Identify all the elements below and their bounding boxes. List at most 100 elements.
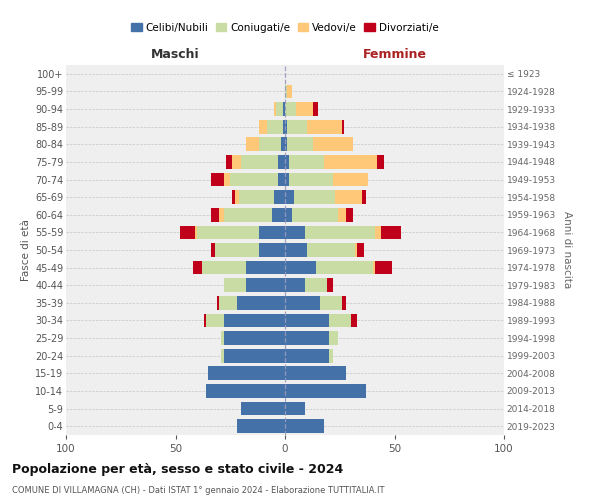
Bar: [382, 226, 401, 239]
Bar: [333, 172, 368, 186]
Bar: [285, 296, 320, 310]
Bar: [230, 172, 278, 186]
Bar: [237, 420, 285, 433]
Bar: [287, 84, 292, 98]
Bar: [305, 226, 375, 239]
Bar: [274, 102, 276, 116]
Bar: [346, 208, 353, 222]
Bar: [285, 278, 305, 292]
Bar: [285, 420, 325, 433]
Bar: [342, 296, 346, 310]
Bar: [245, 278, 285, 292]
Text: COMUNE DI VILLAMAGNA (CH) - Dati ISTAT 1° gennaio 2024 - Elaborazione TUTTITALIA: COMUNE DI VILLAMAGNA (CH) - Dati ISTAT 1…: [12, 486, 385, 495]
Bar: [272, 208, 285, 222]
Bar: [224, 314, 285, 328]
Bar: [226, 155, 232, 169]
Bar: [285, 243, 307, 257]
Bar: [307, 243, 355, 257]
Text: Femmine: Femmine: [362, 48, 427, 62]
Bar: [355, 243, 357, 257]
Bar: [193, 260, 202, 274]
Bar: [325, 155, 377, 169]
Bar: [283, 120, 285, 134]
Bar: [296, 102, 313, 116]
Bar: [268, 120, 283, 134]
Bar: [278, 155, 285, 169]
Bar: [335, 190, 362, 204]
Bar: [326, 278, 333, 292]
Bar: [289, 155, 325, 169]
Bar: [221, 349, 224, 362]
Bar: [350, 314, 357, 328]
Bar: [202, 260, 245, 274]
Bar: [285, 84, 287, 98]
Bar: [206, 314, 224, 328]
Bar: [259, 226, 285, 239]
Bar: [285, 402, 305, 415]
Bar: [285, 260, 316, 274]
Bar: [287, 120, 307, 134]
Bar: [224, 331, 285, 345]
Bar: [375, 226, 382, 239]
Bar: [285, 102, 296, 116]
Bar: [289, 172, 333, 186]
Bar: [285, 190, 294, 204]
Bar: [285, 138, 287, 151]
Bar: [215, 243, 259, 257]
Bar: [329, 349, 333, 362]
Text: Maschi: Maschi: [151, 48, 200, 62]
Legend: Celibi/Nubili, Coniugati/e, Vedovi/e, Divorziati/e: Celibi/Nubili, Coniugati/e, Vedovi/e, Di…: [127, 18, 443, 36]
Y-axis label: Anni di nascita: Anni di nascita: [562, 212, 572, 288]
Bar: [224, 278, 245, 292]
Bar: [307, 120, 342, 134]
Bar: [224, 208, 272, 222]
Bar: [220, 296, 237, 310]
Bar: [294, 190, 335, 204]
Bar: [217, 296, 220, 310]
Bar: [237, 296, 285, 310]
Bar: [285, 155, 289, 169]
Bar: [313, 102, 318, 116]
Bar: [285, 384, 366, 398]
Bar: [224, 172, 230, 186]
Bar: [224, 349, 285, 362]
Bar: [241, 402, 285, 415]
Bar: [235, 190, 239, 204]
Bar: [211, 208, 220, 222]
Bar: [180, 226, 195, 239]
Bar: [329, 314, 350, 328]
Bar: [274, 190, 285, 204]
Bar: [259, 243, 285, 257]
Bar: [239, 190, 274, 204]
Bar: [285, 366, 346, 380]
Bar: [362, 190, 366, 204]
Bar: [211, 172, 224, 186]
Bar: [316, 260, 373, 274]
Bar: [377, 155, 383, 169]
Bar: [285, 226, 305, 239]
Bar: [357, 243, 364, 257]
Bar: [259, 120, 268, 134]
Bar: [287, 138, 313, 151]
Bar: [285, 172, 289, 186]
Bar: [285, 349, 329, 362]
Bar: [281, 138, 285, 151]
Bar: [285, 208, 292, 222]
Bar: [292, 208, 338, 222]
Bar: [220, 208, 224, 222]
Bar: [313, 138, 353, 151]
Bar: [241, 155, 278, 169]
Bar: [320, 296, 342, 310]
Text: Popolazione per età, sesso e stato civile - 2024: Popolazione per età, sesso e stato civil…: [12, 462, 343, 475]
Bar: [373, 260, 375, 274]
Bar: [245, 260, 285, 274]
Bar: [259, 138, 281, 151]
Bar: [204, 314, 206, 328]
Bar: [285, 120, 287, 134]
Bar: [338, 208, 346, 222]
Bar: [276, 102, 283, 116]
Bar: [245, 138, 259, 151]
Bar: [305, 278, 326, 292]
Bar: [278, 172, 285, 186]
Bar: [285, 331, 329, 345]
